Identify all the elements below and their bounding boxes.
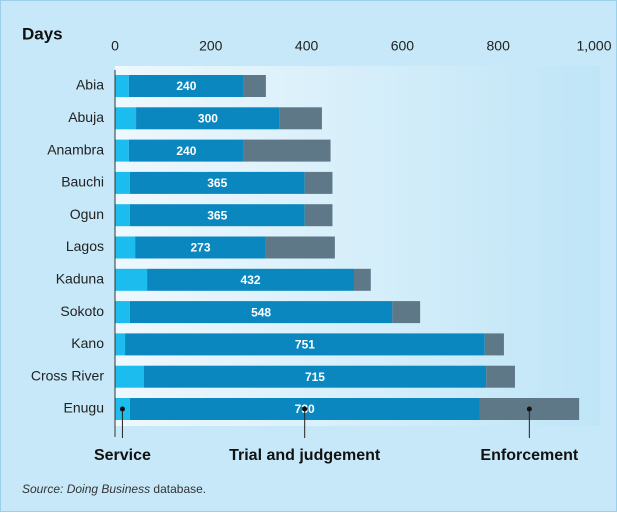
data-label: 240: [176, 79, 196, 93]
bar-segment: [136, 107, 280, 130]
bar-segment: [486, 365, 515, 388]
source-text: database.: [153, 482, 206, 496]
y-tick-label: Anambra: [47, 141, 104, 157]
data-label: 240: [176, 144, 196, 158]
y-tick-label: Sokoto: [60, 303, 104, 319]
bar-segment: [115, 333, 126, 356]
x-tick-label: 800: [487, 38, 511, 54]
x-tick-label: 600: [391, 38, 415, 54]
y-tick-label: Bauchi: [61, 174, 104, 190]
source-italic: Source: Doing Business: [22, 482, 150, 496]
bar-segment: [125, 333, 485, 356]
x-tick-label: 200: [199, 38, 223, 54]
bar-segment: [115, 268, 148, 291]
axis-title: Days: [22, 24, 63, 43]
data-label: 365: [207, 176, 227, 190]
bar-segment: [128, 75, 244, 97]
bar-segment: [115, 301, 130, 324]
legend-label: Enforcement: [480, 447, 578, 464]
x-tick-label: 0: [111, 38, 119, 54]
y-tick-label: Kaduna: [56, 271, 104, 287]
legend-dot: [119, 406, 125, 412]
source: Source: Doing Business database.: [22, 482, 206, 496]
bar-segment: [129, 204, 305, 227]
bar-segment: [129, 301, 393, 324]
bar-segment: [115, 365, 144, 388]
bar-segment: [143, 365, 487, 388]
bar-segment: [243, 139, 331, 162]
bar-segment: [354, 268, 371, 291]
bar-segment: [115, 75, 129, 97]
y-tick-label: Ogun: [70, 206, 104, 222]
bar-segment: [129, 171, 305, 194]
bar-segment: [115, 204, 130, 227]
bar-segment: [392, 301, 421, 324]
y-tick-label: Abia: [76, 77, 104, 93]
bar-segment: [115, 139, 129, 162]
bar-segment: [147, 268, 355, 291]
bar-segment: [279, 107, 322, 130]
data-label: 300: [198, 111, 218, 125]
bar-segment: [128, 139, 244, 162]
bar-segment: [265, 236, 335, 259]
data-label: 273: [190, 241, 210, 255]
y-tick-label: Abuja: [68, 109, 104, 125]
bar-segment: [115, 171, 130, 194]
legend-dot: [302, 406, 308, 412]
data-label: 751: [295, 338, 315, 352]
bar-segment: [115, 107, 137, 130]
legend-label: Trial and judgement: [229, 447, 381, 464]
y-tick-label: Lagos: [66, 238, 104, 254]
data-label: 548: [251, 305, 271, 319]
y-tick-label: Cross River: [31, 367, 104, 383]
x-tick-label: 400: [295, 38, 319, 54]
bar-segment: [304, 171, 333, 194]
data-label: 715: [305, 370, 325, 384]
data-label: 432: [241, 273, 261, 287]
bar-segment: [243, 75, 266, 97]
legend-label: Service: [94, 447, 151, 464]
bar-segment: [135, 236, 266, 259]
bar-segment: [484, 333, 504, 356]
bar-segment: [115, 236, 136, 259]
legend-dot: [526, 406, 532, 412]
y-tick-label: Kano: [71, 335, 104, 351]
y-tick-label: Enugu: [64, 400, 104, 416]
x-tick-label: 1,000: [576, 38, 611, 54]
data-label: 365: [207, 208, 227, 222]
bar-segment: [304, 204, 333, 227]
